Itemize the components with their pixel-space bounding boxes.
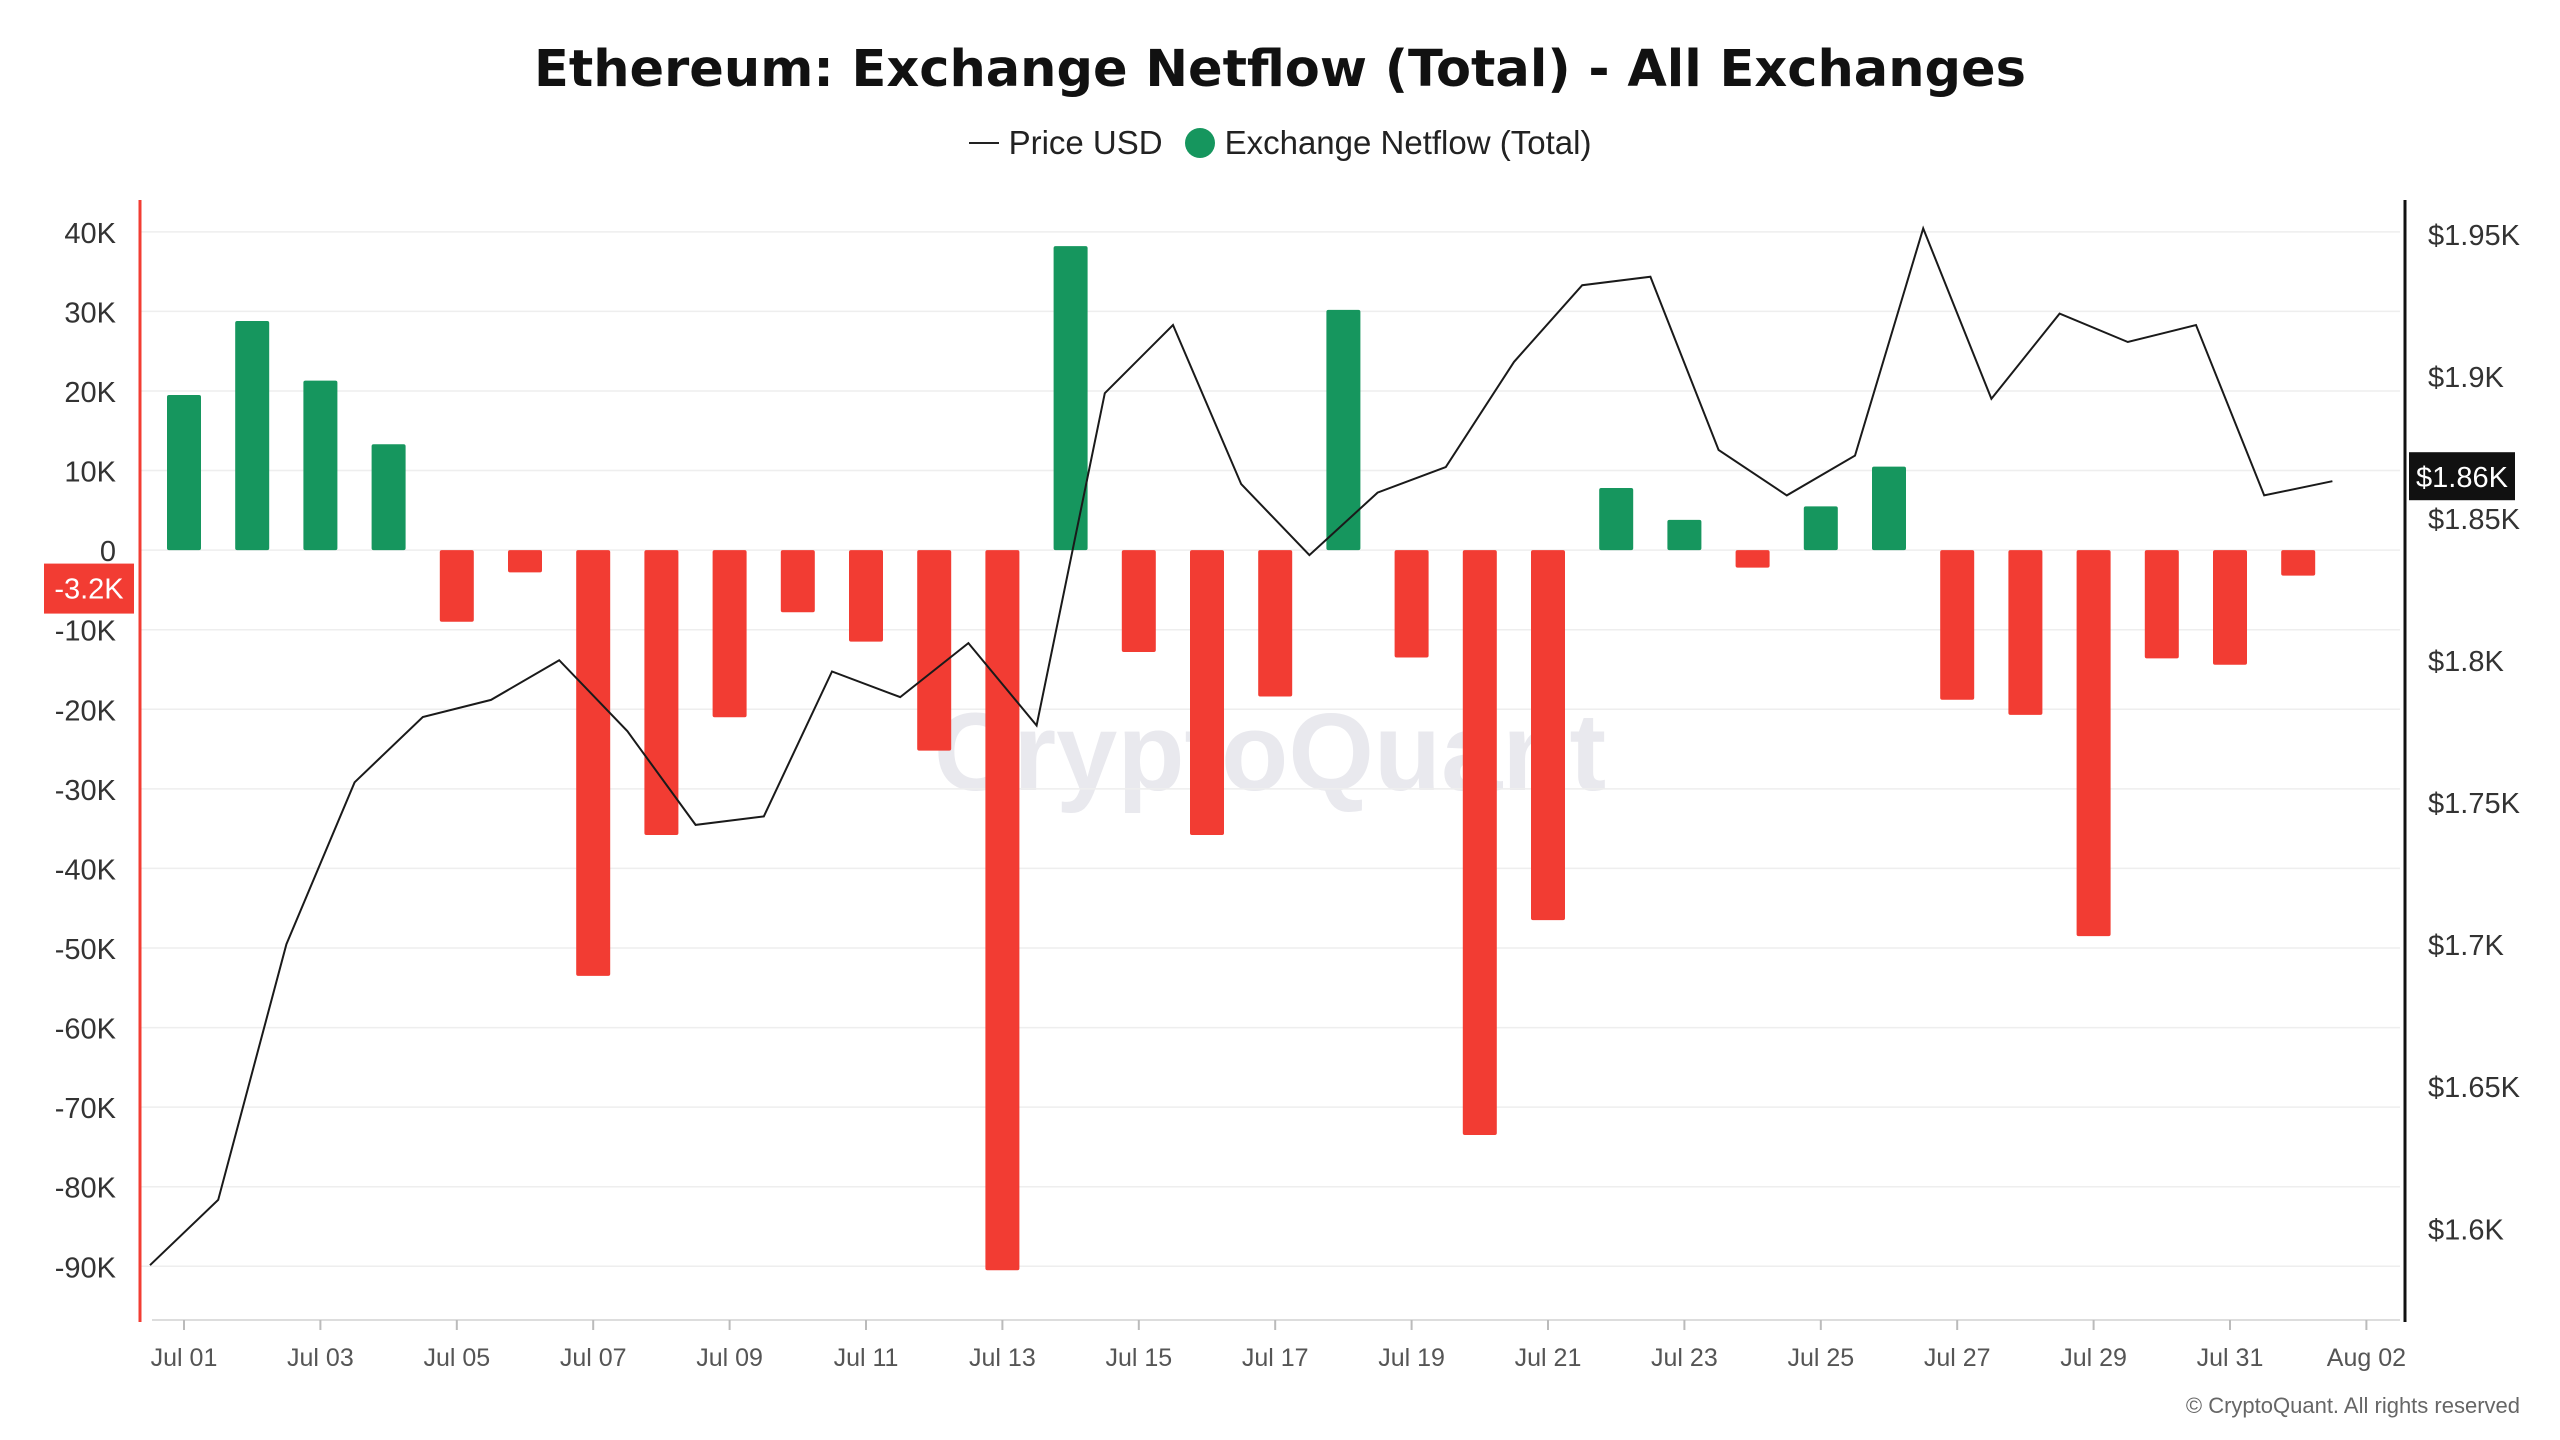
left-tick-label: 20K <box>64 377 116 409</box>
latest-price-label: $1.86K <box>2416 462 2509 494</box>
legend: Price USD Exchange Netflow (Total) <box>0 124 2560 162</box>
right-tick-label: $1.85K <box>2428 504 2521 536</box>
x-tick-label: Jul 13 <box>969 1344 1036 1372</box>
netflow-bar-negative <box>1940 550 1975 700</box>
x-tick-label: Jul 05 <box>423 1344 490 1372</box>
netflow-bar-negative <box>1258 550 1293 697</box>
netflow-bar-negative <box>2281 550 2316 576</box>
netflow-bar-negative <box>1462 550 1497 1135</box>
latest-price-badge <box>2409 452 2515 501</box>
right-tick-label: $1.75K <box>2428 788 2521 820</box>
x-tick-label: Jul 29 <box>2060 1344 2127 1372</box>
right-tick-label: $1.65K <box>2428 1072 2521 1104</box>
netflow-bar-negative <box>985 550 1020 1271</box>
legend-label-netflow: Exchange Netflow (Total) <box>1224 124 1592 161</box>
x-tick-label: Jul 23 <box>1651 1344 1718 1372</box>
netflow-bar-negative <box>508 550 542 573</box>
netflow-bar-negative <box>712 550 747 718</box>
left-tick-label: -90K <box>55 1252 117 1284</box>
x-tick-label: Jul 25 <box>1787 1344 1854 1372</box>
right-tick-label: $1.9K <box>2428 362 2504 394</box>
netflow-bar-negative <box>780 550 815 613</box>
legend-item-netflow[interactable]: Exchange Netflow (Total) <box>1184 124 1592 162</box>
x-tick-label: Aug 02 <box>2327 1344 2406 1372</box>
netflow-bar-negative <box>1190 550 1224 836</box>
x-tick-label: Jul 01 <box>151 1344 218 1372</box>
left-tick-label: -40K <box>55 854 117 886</box>
right-tick-label: $1.95K <box>2428 220 2521 252</box>
netflow-bar-positive <box>1667 519 1702 551</box>
netflow-bar-negative <box>2213 550 2247 665</box>
netflow-bar-positive <box>371 444 406 551</box>
latest-netflow-label: -3.2K <box>54 574 124 606</box>
left-tick-label: -20K <box>55 695 117 727</box>
netflow-bar-positive <box>1053 246 1088 551</box>
left-tick-label: 10K <box>64 457 116 489</box>
x-tick-label: Jul 09 <box>696 1344 763 1372</box>
right-tick-label: $1.6K <box>2428 1214 2504 1246</box>
netflow-bar-negative <box>1735 550 1770 568</box>
x-tick-label: Jul 21 <box>1515 1344 1582 1372</box>
netflow-bar-negative <box>2144 550 2179 659</box>
legend-label-price: Price USD <box>1008 124 1163 161</box>
chart-title: Ethereum: Exchange Netflow (Total) - All… <box>534 40 2026 99</box>
left-tick-label: -30K <box>55 775 117 807</box>
dot-swatch-icon <box>1184 128 1215 158</box>
netflow-bar-negative <box>1121 550 1156 652</box>
netflow-bar-negative <box>2076 550 2111 937</box>
latest-netflow-badge <box>44 563 134 614</box>
left-tick-label: -80K <box>55 1173 117 1205</box>
netflow-bar-negative <box>644 550 679 836</box>
left-tick-label: 40K <box>64 218 116 250</box>
left-tick-label: -50K <box>55 934 117 966</box>
line-swatch-icon <box>968 142 999 144</box>
legend-item-price[interactable]: Price USD <box>968 124 1163 162</box>
netflow-bar-negative <box>439 550 474 622</box>
x-tick-label: Jul 07 <box>560 1344 627 1372</box>
left-tick-label: 30K <box>64 297 116 329</box>
netflow-bar-positive <box>303 380 338 551</box>
right-tick-label: $1.7K <box>2428 930 2504 962</box>
netflow-bar-negative <box>1394 550 1429 658</box>
netflow-bar-negative <box>576 550 611 976</box>
netflow-bar-negative <box>917 550 952 751</box>
netflow-bar-negative <box>849 550 883 642</box>
x-tick-label: Jul 19 <box>1378 1344 1445 1372</box>
left-tick-label: -60K <box>55 1014 117 1046</box>
netflow-bar-negative <box>1531 550 1565 921</box>
netflow-bar-positive <box>167 394 201 551</box>
x-tick-label: Jul 27 <box>1924 1344 1991 1372</box>
left-tick-label: 0 <box>100 536 116 568</box>
x-tick-label: Jul 15 <box>1105 1344 1172 1372</box>
netflow-bar-positive <box>1326 309 1361 551</box>
netflow-bar-negative <box>2008 550 2043 715</box>
x-tick-label: Jul 17 <box>1242 1344 1309 1372</box>
netflow-bar-positive <box>235 320 270 551</box>
netflow-bar-positive <box>1599 488 1634 551</box>
x-tick-label: Jul 31 <box>2197 1344 2264 1372</box>
price-line <box>149 225 2333 1266</box>
netflow-bar-positive <box>1803 506 1838 551</box>
left-tick-label: -70K <box>55 1093 117 1125</box>
netflow-bar-positive <box>1872 466 1906 551</box>
right-tick-label: $1.8K <box>2428 646 2504 678</box>
left-tick-label: -10K <box>55 616 117 648</box>
x-tick-label: Jul 11 <box>834 1344 899 1372</box>
x-tick-label: Jul 03 <box>287 1344 354 1372</box>
copyright-credit: © CryptoQuant. All rights reserved <box>2185 1393 2520 1418</box>
